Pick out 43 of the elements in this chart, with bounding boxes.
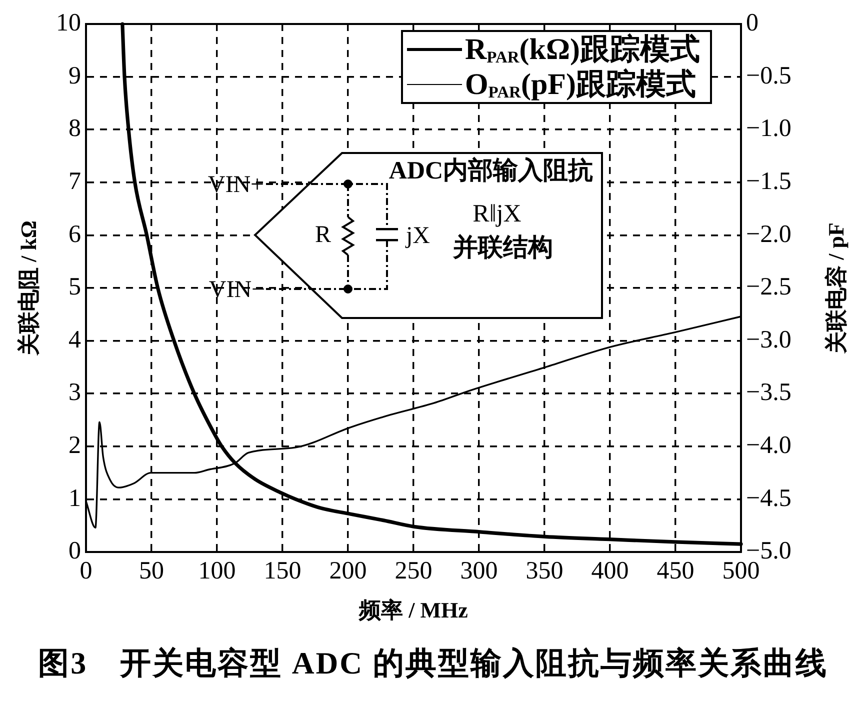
y-tick-label: 8 bbox=[68, 115, 81, 142]
annotation: R‖jX bbox=[472, 200, 522, 228]
y-tick-label: 4 bbox=[68, 326, 82, 354]
y-tick-label: 3 bbox=[68, 379, 81, 406]
y2-tick-label: −1.0 bbox=[746, 115, 792, 142]
annotation: ADC内部输入阻抗 bbox=[388, 156, 594, 184]
y2-tick-label: −1.5 bbox=[746, 168, 792, 195]
y2-tick-label: −4.0 bbox=[746, 432, 792, 459]
x-tick-label: 400 bbox=[591, 558, 629, 585]
y2-tick-label: −2.5 bbox=[746, 274, 792, 301]
annotation: jX bbox=[405, 223, 430, 249]
annotation: R bbox=[314, 222, 332, 248]
x-tick-label: 450 bbox=[656, 558, 694, 585]
legend-label: R$_{PAR}$(kΩ)跟踪模式 bbox=[464, 33, 700, 66]
x-tick-label: 350 bbox=[526, 558, 564, 585]
y-tick-label: 0 bbox=[68, 538, 81, 565]
x-tick-label: 50 bbox=[139, 558, 164, 585]
y-axis-title: 关联电阻 / kΩ bbox=[16, 220, 41, 356]
x-tick-label: 100 bbox=[198, 558, 236, 585]
annotation: 并联结构 bbox=[452, 234, 553, 262]
legend-label: O$_{PAR}$(pF)跟踪模式 bbox=[464, 68, 696, 102]
y2-tick-label: −3.5 bbox=[746, 379, 792, 406]
y-tick-label: 10 bbox=[56, 10, 81, 37]
caption: 图3 开关电容型 ADC 的典型输入阻抗与频率关系曲线 bbox=[38, 646, 828, 680]
y-tick-label: 2 bbox=[68, 432, 81, 459]
x-axis-title: 频率 / MHz bbox=[358, 597, 468, 622]
x-tick-label: 300 bbox=[460, 558, 498, 585]
annotation: VIN− bbox=[208, 277, 266, 303]
y-tick-label: 7 bbox=[68, 168, 81, 195]
annotation: VIN+ bbox=[208, 172, 264, 198]
y2-tick-label: −0.5 bbox=[746, 62, 792, 90]
y-tick-label: 5 bbox=[68, 274, 81, 301]
y2-tick-label: −2.0 bbox=[746, 220, 792, 248]
y2-tick-label: 0 bbox=[746, 10, 758, 37]
x-tick-label: 200 bbox=[329, 558, 367, 585]
x-tick-label: 150 bbox=[264, 558, 302, 585]
y-tick-label: 1 bbox=[68, 484, 81, 512]
y-tick-label: 6 bbox=[68, 220, 81, 248]
y2-tick-label: −4.5 bbox=[746, 484, 792, 512]
y2-axis-title: 关联电容 / pF bbox=[824, 222, 849, 354]
y-tick-label: 9 bbox=[68, 62, 81, 90]
y2-tick-label: −3.0 bbox=[746, 326, 792, 354]
x-tick-label: 250 bbox=[394, 558, 432, 585]
